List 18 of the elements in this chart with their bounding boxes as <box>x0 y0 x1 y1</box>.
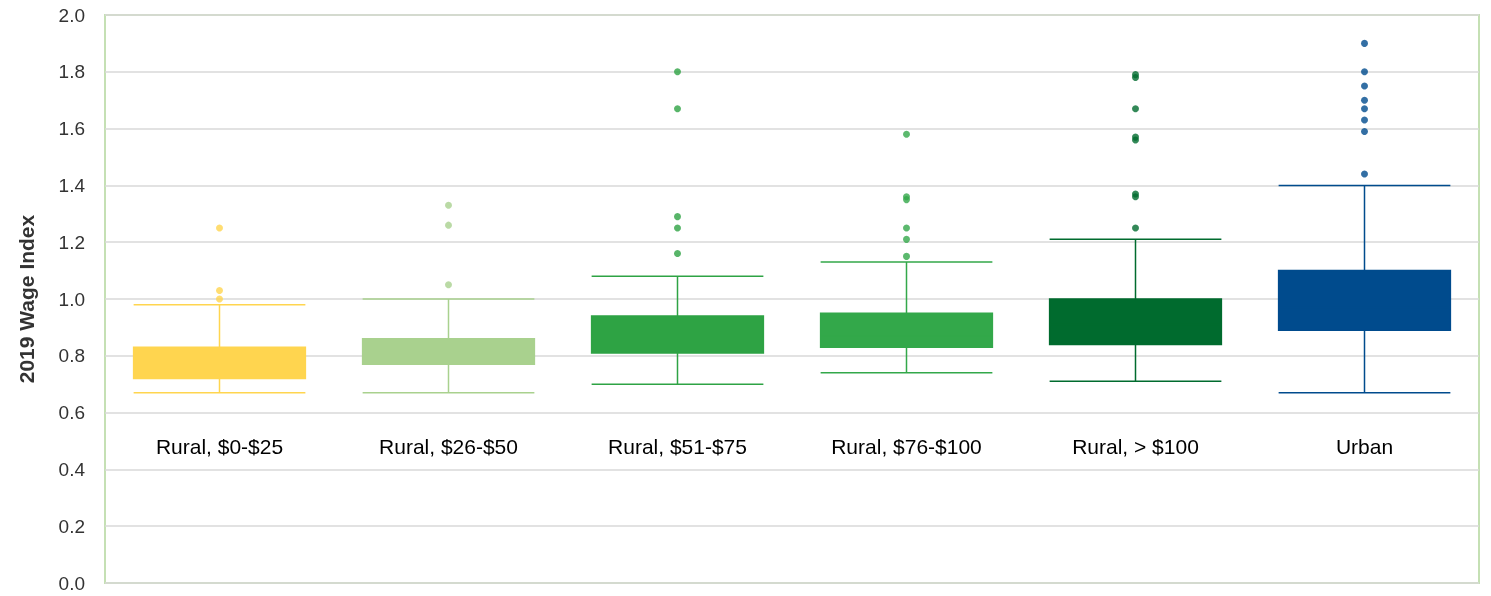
y-tick-label: 1.8 <box>58 61 85 83</box>
y-tick-label: 0.8 <box>58 345 85 367</box>
y-tick-label: 1.2 <box>58 231 85 253</box>
y-tick-label: 0.0 <box>58 572 85 594</box>
y-tick-label: 1.0 <box>58 288 85 310</box>
x-tick-label: Rural, $0-$25 <box>155 434 284 458</box>
y-axis-title: 2019 Wage Index <box>15 214 38 384</box>
x-tick-label: Rural, $51-$75 <box>608 434 747 458</box>
y-tick-label: 2.0 <box>58 4 85 26</box>
y-tick-label: 1.6 <box>58 118 85 140</box>
x-tick-label: Rural, $76-$100 <box>831 434 982 458</box>
x-tick-label: Urban <box>1335 434 1394 458</box>
y-tick-label: 1.4 <box>58 174 86 196</box>
y-tick-label: 0.4 <box>58 458 86 480</box>
x-tick-label: Rural, > $100 <box>1072 434 1199 458</box>
x-tick-label: Rural, $26-$50 <box>379 434 518 458</box>
y-tick-label: 0.2 <box>58 515 85 537</box>
y-tick-label: 0.6 <box>58 402 85 424</box>
